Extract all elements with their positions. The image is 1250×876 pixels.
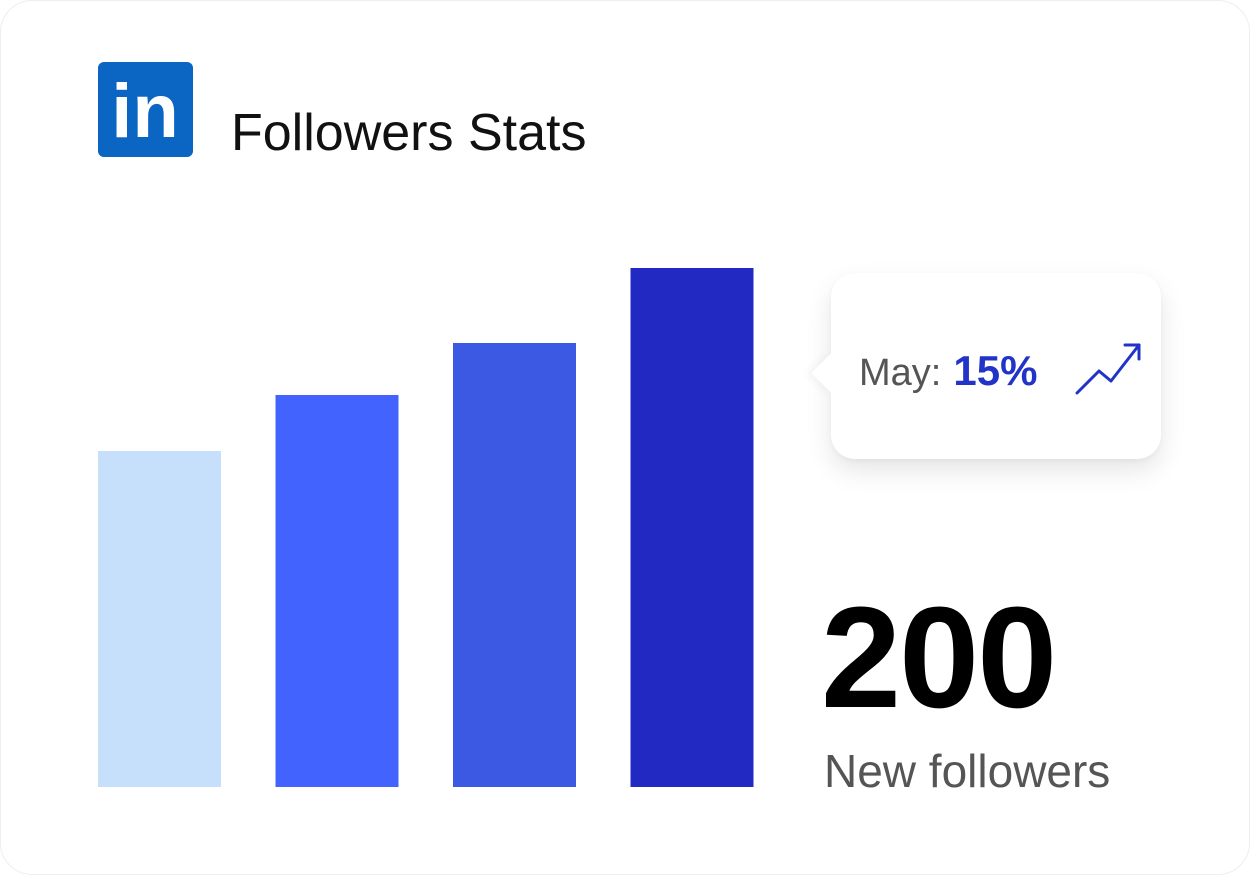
page-title: Followers Stats xyxy=(231,104,587,162)
tooltip-text: May: 15% xyxy=(859,347,1037,395)
bar-4 xyxy=(630,268,754,787)
month-tooltip: May: 15% xyxy=(811,273,1161,459)
new-followers-count: 200 xyxy=(821,577,1057,738)
trend-up-icon xyxy=(1075,343,1141,395)
bar-1 xyxy=(98,451,221,787)
new-followers-caption: New followers xyxy=(824,745,1111,797)
bar-2 xyxy=(275,395,399,787)
linkedin-logo-icon: in xyxy=(98,62,193,157)
bar-3 xyxy=(453,343,576,787)
tooltip-month-label: May: xyxy=(859,352,942,394)
linkedin-logo-text: in xyxy=(111,69,179,154)
tooltip-growth-value: 15% xyxy=(953,347,1038,394)
